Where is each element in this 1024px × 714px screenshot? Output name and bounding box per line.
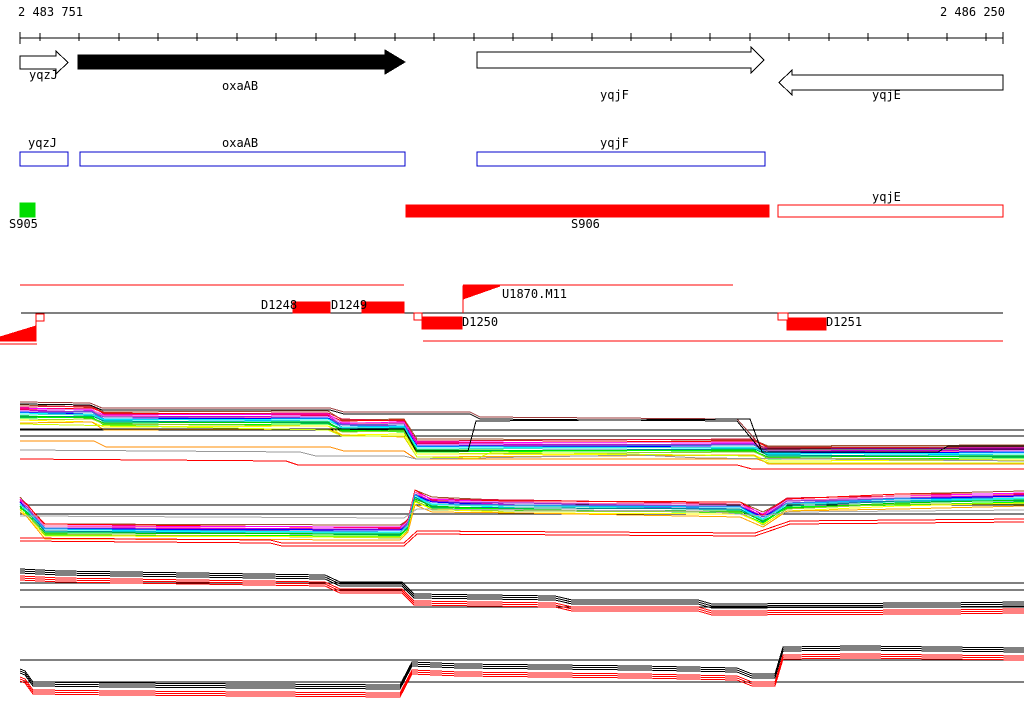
shift-marker-box-2 [777,312,789,321]
segment-label-yqjE: yqjE [872,190,901,204]
panel-1-extra-profile-5 [19,458,1024,470]
panel-4-profile-3 [19,653,1024,694]
probe-D1249[interactable] [361,301,405,314]
gene-arrow-yqzJ[interactable] [19,49,69,76]
cds-label-yqzJ: yqzJ [28,136,57,150]
panel-4-profile-1 [19,647,1024,688]
panel-3-profile-0 [19,568,1024,605]
ruler-end-label: 2 486 250 [939,5,1005,19]
panel-1-extra-profile-2 [20,418,1024,453]
probe-label-D1248: D1248 [261,298,298,312]
segment-label-S906: S906 [571,217,600,231]
shift-marker-box-1 [413,312,423,321]
segment-S905[interactable] [19,202,36,218]
cds-box-oxaAB[interactable] [79,151,406,167]
panel-2-extra-profile-1 [19,521,1024,547]
panel-4-profile-4 [19,655,1024,696]
panel-1-profile-2 [19,407,1024,450]
panel-2-profile-14 [19,496,1024,536]
panel-1-extra-profile-6 [19,423,1024,464]
gene-arrow-yqjE[interactable] [778,68,1004,97]
gene-arrow-oxaAB[interactable] [77,49,406,75]
panel-3-profile-5 [19,579,1024,616]
cds-box-yqzJ[interactable] [19,151,69,167]
panel-2-profile-2 [19,489,1024,529]
panel-1-extra-profile-4 [19,449,1024,462]
gene-label-oxaAB: oxaAB [222,79,259,93]
panel-2-profile-16 [19,500,1024,537]
panel-2-profile-13 [19,497,1024,534]
panel-1-extra-profile-1 [19,403,1024,450]
panel-1-extra-profile-0 [19,401,1024,448]
panel-3-profile-3 [19,575,1024,612]
shift-marker-box-0 [35,313,45,322]
panel-2-profile-15 [19,498,1024,535]
probe-D1248[interactable] [292,301,331,314]
gene-label-yqjE: yqjE [872,88,901,102]
ruler-start-label: 2 483 751 [18,5,84,19]
panel-1-profile-5 [19,410,1024,453]
panel-2-extra-profile-0 [19,518,1024,544]
probe-label-D1249: D1249 [331,298,368,312]
up-shift-wedge-U1870.M11[interactable] [462,285,501,300]
panel-4-profile-0 [19,645,1024,686]
segment-label-S905: S905 [9,217,38,231]
down-shift-wedge[interactable] [0,325,37,342]
panel-1-profile-0 [19,404,1024,447]
probe-label-U1870-M11: U1870.M11 [502,287,568,301]
panel-2-profile-19 [19,504,1024,541]
panel-3-profile-2 [19,572,1024,609]
gene-label-yqjF: yqjF [600,88,629,102]
probe-label-D1250: D1250 [462,315,499,329]
segment-yqjE[interactable] [777,204,1004,218]
probe-D1251[interactable] [786,317,827,331]
panel-1-profile-17 [19,418,1024,461]
probe-D1250[interactable] [421,316,463,330]
probe-label-D1251: D1251 [826,315,863,329]
panel-2-extra-profile-2 [19,508,1024,519]
cds-label-oxaAB: oxaAB [222,136,259,150]
cds-box-yqjF[interactable] [476,151,766,167]
panel-4-profile-2 [19,649,1024,690]
segment-S906[interactable] [405,204,770,218]
panel-3-profile-1 [19,570,1024,607]
panel-1-profile-18 [19,419,1024,462]
panel-2-profile-17 [19,499,1024,539]
cds-label-yqjF: yqjF [600,136,629,150]
panel-3-profile-4 [19,577,1024,614]
panel-4-profile-5 [19,657,1024,698]
gene-arrow-yqjF[interactable] [476,45,765,75]
gene-label-yqzJ: yqzJ [29,68,58,82]
